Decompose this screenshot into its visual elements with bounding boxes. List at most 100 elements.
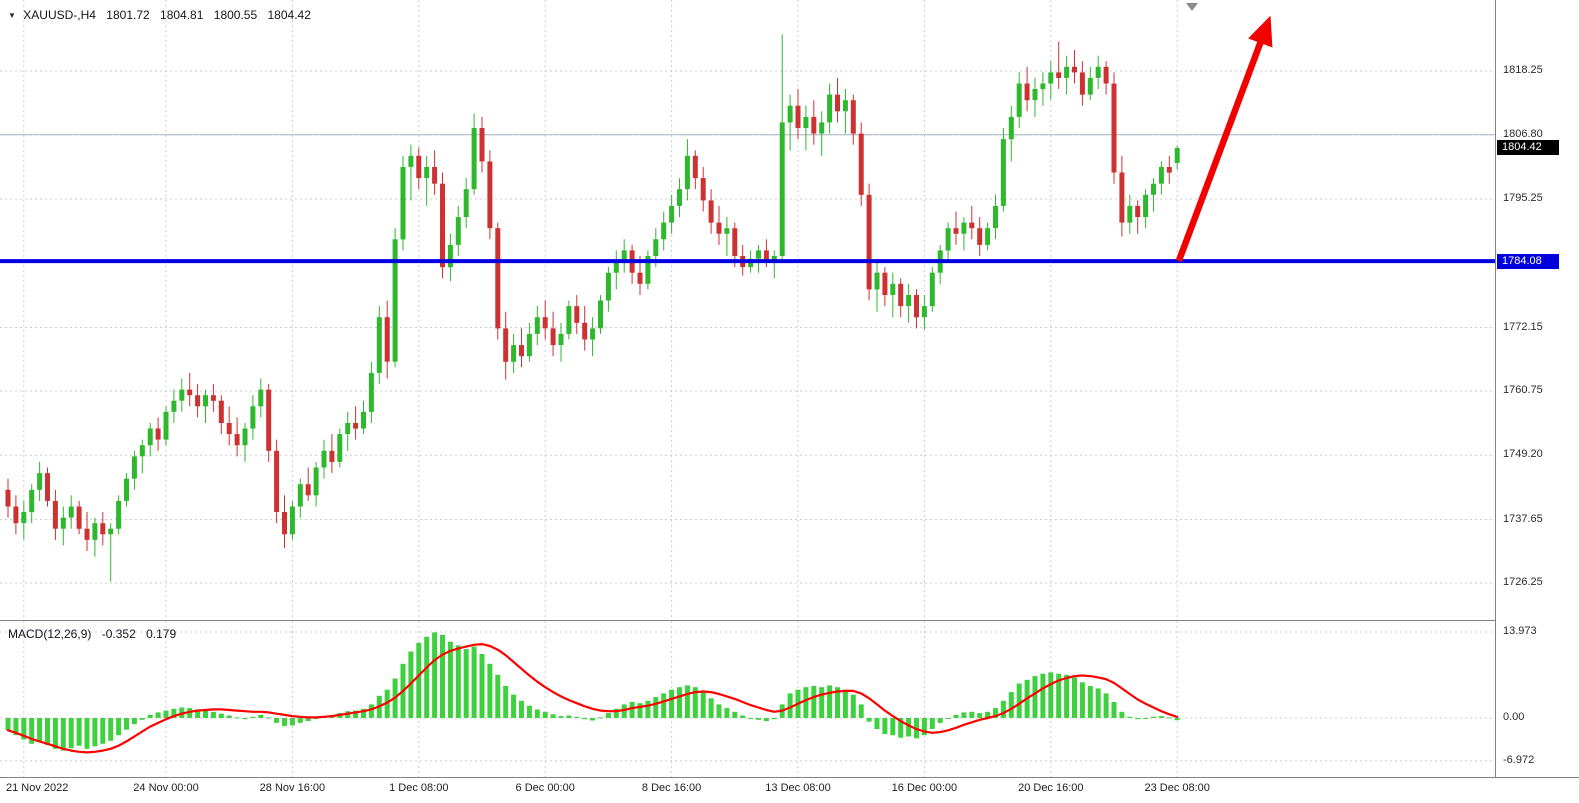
candle-body (1024, 83, 1030, 101)
candle-body (155, 428, 161, 440)
candle-body (969, 222, 975, 229)
macd-histogram-bar (977, 713, 983, 718)
macd-histogram-bar (305, 718, 311, 722)
candle-body (337, 434, 343, 462)
candle-body (661, 222, 667, 240)
candle-body (605, 272, 611, 301)
macd-histogram-bar (37, 718, 43, 742)
candle-body (771, 256, 777, 262)
candle-body (203, 395, 208, 407)
macd-histogram-bar (479, 654, 485, 718)
macd-histogram-bar (526, 705, 532, 718)
candle-body (408, 155, 414, 167)
macd-histogram-bar (210, 711, 216, 718)
candle-body (1158, 167, 1164, 184)
macd-histogram-bar (68, 718, 74, 749)
candle-body (724, 228, 730, 234)
candle-body (1111, 83, 1117, 173)
panel-separator[interactable] (0, 620, 1579, 621)
candle-body (1119, 172, 1125, 223)
macd-histogram-bar (582, 718, 588, 720)
macd-indicator-area[interactable] (0, 621, 1495, 777)
candle-body (45, 473, 50, 501)
macd-histogram-bar (368, 704, 374, 718)
candle-body (92, 523, 98, 540)
candle-body (1048, 72, 1054, 84)
candle-body (361, 411, 366, 429)
macd-histogram-bar (1064, 674, 1070, 718)
macd-histogram-bar (242, 718, 248, 720)
price-chart-area[interactable] (0, 0, 1495, 620)
time-axis-label: 8 Dec 16:00 (641, 782, 702, 794)
candle-body (692, 155, 698, 179)
chart-shift-icon[interactable] (1186, 3, 1198, 11)
candle-body (1056, 72, 1062, 78)
symbol-dropdown-icon[interactable]: ▼ (8, 11, 16, 20)
candle-body (1040, 83, 1046, 90)
macd-histogram-bar (92, 718, 98, 747)
candle-body (985, 228, 991, 245)
time-axis[interactable]: 21 Nov 2022 24 Nov 00:00 28 Nov 16:00 1 Dec… (0, 778, 1495, 803)
price-axis[interactable]: 1804.42 1784.08 1818.25 1806.80 1795.25 177… (1495, 0, 1579, 777)
candle-body (463, 189, 469, 217)
candle-body (819, 122, 825, 134)
candle-body (329, 450, 335, 462)
candle-body (1151, 183, 1156, 195)
candle-body (613, 261, 619, 273)
candle-body (1008, 116, 1014, 140)
macd-histogram-bar (653, 697, 659, 718)
macd-histogram-bar (52, 718, 58, 749)
macd-histogram-bar (605, 713, 611, 718)
candle-body (882, 272, 888, 295)
price-axis-label: 1737.65 (1503, 512, 1543, 525)
macd-histogram-bar (763, 718, 769, 722)
candle-body (621, 250, 627, 262)
macd-histogram-bar (361, 708, 366, 718)
macd-histogram-bar (906, 718, 912, 737)
macd-histogram-bar (226, 715, 232, 718)
macd-histogram-bar (945, 718, 951, 719)
macd-histogram-bar (289, 718, 295, 726)
open-value: 1801.72 (106, 8, 150, 22)
candle-body (163, 411, 169, 440)
macd-histogram-bar (45, 718, 50, 746)
time-axis-label: 13 Dec 08:00 (765, 782, 831, 794)
price-axis-label: 1760.75 (1503, 384, 1543, 396)
macd-histogram-bar (1111, 702, 1117, 718)
trend-arrow[interactable] (1175, 15, 1273, 263)
macd-histogram-bar (124, 718, 129, 730)
candle-body (131, 456, 137, 479)
candle-body (874, 272, 880, 290)
candle-body (1072, 66, 1077, 73)
candle-body (368, 372, 374, 412)
candle-body (898, 283, 904, 307)
candle-body (1095, 66, 1101, 78)
macd-histogram-bar (621, 704, 627, 718)
candle-body (60, 517, 66, 529)
candle-body (479, 128, 485, 162)
candle-body (400, 167, 406, 240)
macd-histogram-bar (811, 686, 817, 718)
candle-body (953, 228, 959, 234)
macd-histogram-bar (384, 689, 390, 718)
candle-body (1127, 205, 1133, 223)
low-value: 1800.55 (213, 8, 258, 22)
macd-histogram-bar (534, 709, 540, 718)
candle-body (858, 133, 864, 195)
candle-body (906, 295, 912, 307)
macd-histogram-bar (1016, 683, 1022, 718)
candle-body (266, 389, 272, 451)
macd-axis-label: 13.973 (1503, 625, 1537, 637)
candle-body (416, 155, 422, 179)
candle-body (210, 395, 216, 401)
macd-histogram-bar (842, 689, 848, 718)
candle-body (795, 105, 801, 128)
candle-body (574, 306, 580, 323)
candle-body (440, 183, 445, 268)
candle-body (779, 122, 785, 257)
macd-histogram-bar (131, 718, 137, 725)
candle-body (447, 244, 453, 268)
price-axis-label: 1818.25 (1503, 64, 1543, 76)
candle-body (1166, 167, 1172, 173)
